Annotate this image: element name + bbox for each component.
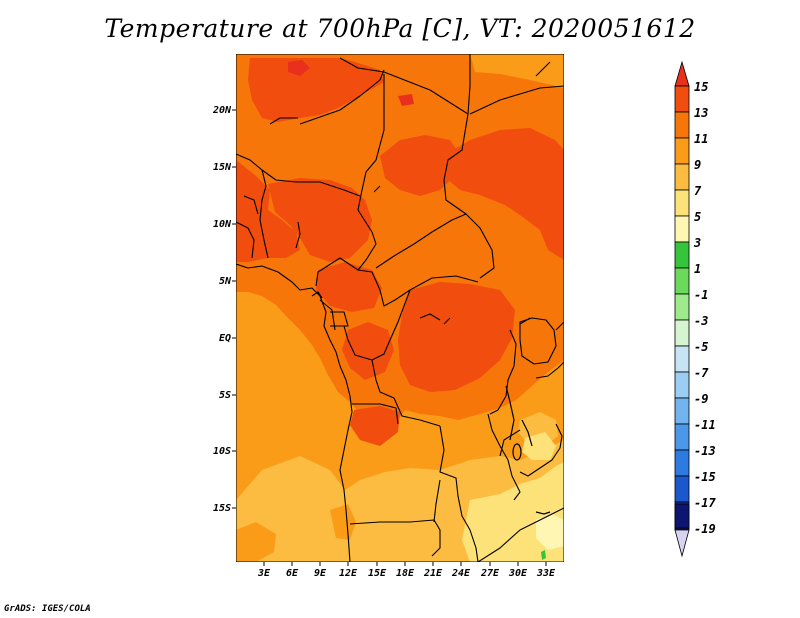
colorbar-box (674, 503, 690, 529)
colorbar-label: 15 (694, 80, 708, 94)
lat-label: 5N (219, 276, 232, 287)
colorbar-label: -3 (694, 314, 708, 328)
temp-field-9-11 (330, 504, 356, 540)
colorbar-label: -11 (694, 418, 716, 432)
colorbar-label: -9 (694, 392, 708, 406)
lon-label: 33E (536, 568, 556, 579)
lat-label: 20N (212, 105, 232, 116)
longitude-axis: 3E 6E 9E 12E 15E 18E 21E 24E 27E 30E 33E (257, 568, 556, 579)
temp-field-3-5 (536, 514, 564, 550)
temp-field-gt-15 (398, 94, 414, 106)
colorbar-labels: 15 13 11 9 7 5 3 1 -1 -3 -5 -7 -9 -11 -1… (693, 80, 716, 536)
lat-label: 15S (213, 503, 231, 514)
lakes (311, 291, 551, 515)
lon-label: 27E (480, 568, 500, 579)
colorbar-label: -17 (694, 496, 716, 510)
temp-field-gt-15 (288, 60, 310, 76)
coastlines-and-borders (236, 54, 564, 562)
lon-label: 18E (396, 568, 415, 579)
colorbar-label: -19 (694, 522, 716, 536)
colorbar-box (674, 397, 690, 425)
lon-label: 24E (451, 568, 471, 579)
colorbar-label: -1 (694, 288, 708, 302)
lon-label: 21E (423, 568, 443, 579)
lon-ticks (263, 562, 547, 566)
colorbar-box (674, 423, 690, 451)
lon-label: 12E (339, 568, 358, 579)
temp-field-1-3 (541, 550, 546, 560)
colorbar-top-arrow (674, 60, 690, 87)
colorbar-label: 9 (694, 158, 701, 172)
colorbar-label: -15 (694, 470, 716, 484)
temp-field-13-15 (350, 406, 400, 446)
colorbar-label: 7 (694, 184, 702, 198)
lon-label: 6E (286, 568, 299, 579)
colorbar-box (674, 293, 690, 321)
colorbar-label: -5 (694, 340, 708, 354)
colorbar-box (674, 241, 690, 269)
colorbar-box (674, 267, 690, 295)
colorbar-box (674, 319, 690, 347)
lat-label: 15N (213, 162, 232, 173)
colorbar-box (674, 371, 690, 399)
lon-label: 9E (314, 568, 327, 579)
lat-label: 5S (219, 390, 231, 401)
colorbar-box (674, 85, 690, 113)
temp-field-13-15 (248, 58, 384, 122)
colorbar-label: -13 (694, 444, 716, 458)
colorbar-label: 11 (694, 132, 708, 146)
temp-field-13-15 (268, 178, 372, 262)
lat-ticks (232, 109, 236, 509)
lon-label: 3E (257, 568, 271, 579)
temp-field-13-15 (316, 262, 382, 312)
temp-field-9-11 (470, 54, 564, 88)
colorbar-box (674, 215, 690, 243)
colorbar-label: 13 (694, 106, 708, 120)
colorbar-label: 1 (694, 262, 701, 276)
colorbar-label: 3 (693, 236, 701, 250)
colorbar-bottom-arrow (674, 529, 690, 558)
temperature-map (236, 54, 564, 562)
colorbar-label: 5 (694, 210, 701, 224)
map-title: Temperature at 700hPa [C], VT: 202005161… (104, 14, 696, 43)
lat-label: 10S (213, 446, 231, 457)
grads-credit: GrADS: IGES/COLA (4, 604, 91, 614)
colorbar-box (674, 189, 690, 217)
colorbar-box (674, 137, 690, 165)
temp-field-13-15 (445, 128, 564, 260)
lat-label: EQ (219, 333, 231, 344)
colorbar-label: -7 (694, 366, 709, 380)
temp-field-9-11 (236, 522, 276, 562)
colorbar-box (674, 163, 690, 191)
latitude-axis: 20N 15N 10N 5N EQ 5S 10S 15S (212, 105, 232, 514)
colorbar-box (674, 449, 690, 477)
colorbar-box (674, 475, 690, 503)
lon-label: 15E (368, 568, 387, 579)
temp-field-13-15 (380, 135, 462, 196)
lon-label: 30E (508, 568, 528, 579)
temp-field-13-15 (342, 322, 394, 380)
colorbar-box (674, 345, 690, 373)
colorbar-box (674, 111, 690, 139)
colorbar (674, 60, 690, 558)
temp-field-13-15 (398, 282, 515, 392)
lat-label: 10N (213, 219, 232, 230)
temp-field-11-13 (456, 78, 564, 118)
